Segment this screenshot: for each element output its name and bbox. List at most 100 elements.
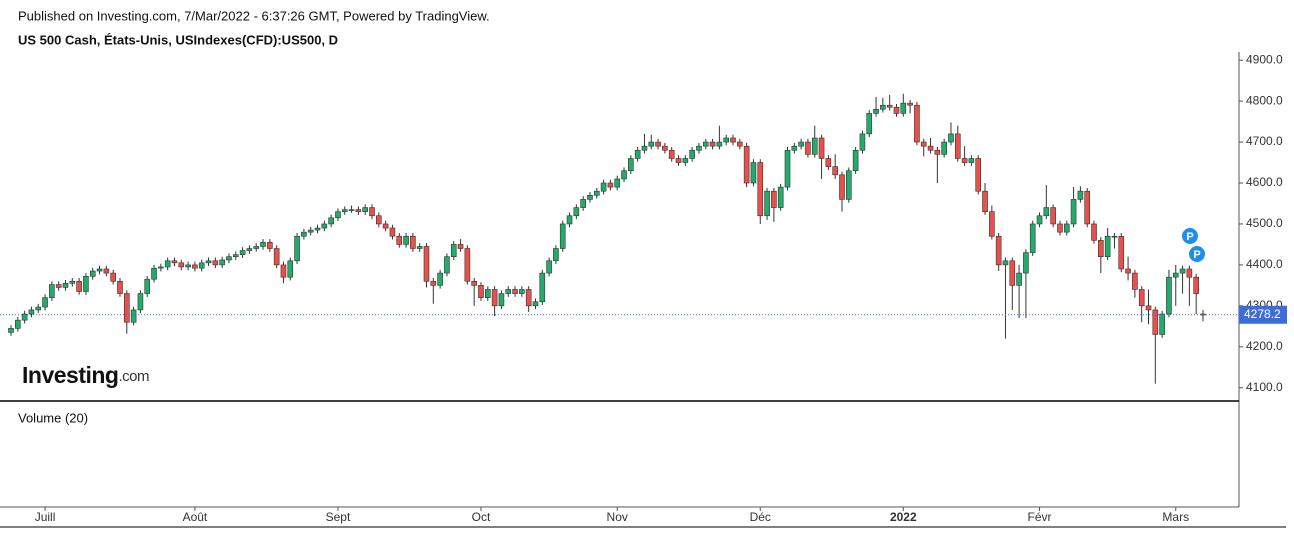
candle-body xyxy=(880,104,886,110)
candle-body xyxy=(927,145,934,151)
candle-body xyxy=(15,319,21,329)
annotation-marker xyxy=(1189,246,1205,262)
candle-body xyxy=(777,186,784,208)
candle-body xyxy=(512,289,518,294)
candle-body xyxy=(1043,207,1050,217)
candle-body xyxy=(900,102,907,114)
candle-body xyxy=(1084,190,1091,225)
candle-body xyxy=(396,235,403,245)
candle-body xyxy=(267,242,273,249)
candle-body xyxy=(982,190,988,212)
candle-body xyxy=(457,244,464,249)
candle-body xyxy=(689,149,695,159)
candle-body xyxy=(920,141,927,147)
x-tick-label: 2022 xyxy=(890,510,917,524)
candle-body xyxy=(954,133,961,159)
candle-body xyxy=(498,293,505,307)
candle-body xyxy=(696,145,702,151)
candle-body xyxy=(737,141,743,147)
candle-body xyxy=(8,328,14,333)
candle-body xyxy=(478,285,484,298)
y-tick-label: 4400.0 xyxy=(1246,257,1283,271)
candle-body xyxy=(355,209,362,212)
x-tick-label: Mars xyxy=(1162,510,1189,524)
candle-body xyxy=(69,280,76,284)
candle-body xyxy=(553,248,559,262)
candle-body xyxy=(1138,289,1145,307)
candle-body xyxy=(675,158,682,163)
candle-body xyxy=(852,149,859,172)
candle-body xyxy=(335,211,341,219)
candle-body xyxy=(1063,223,1070,233)
candle-body xyxy=(1104,235,1111,258)
candle-body xyxy=(1009,260,1016,286)
candle-body xyxy=(49,284,55,298)
x-tick-label: Févr xyxy=(1028,510,1052,524)
candle-body xyxy=(941,141,947,155)
candle-body xyxy=(914,104,920,143)
candle-body xyxy=(634,149,641,159)
candle-body xyxy=(294,235,300,262)
candle-body xyxy=(505,289,512,294)
candle-body xyxy=(811,137,818,155)
candle-body xyxy=(607,182,614,188)
candle-body xyxy=(989,211,995,237)
candle-body xyxy=(614,178,621,188)
candle-body xyxy=(301,231,307,237)
candle-body xyxy=(628,158,634,172)
candle-body xyxy=(35,306,42,311)
candle-body xyxy=(76,280,82,292)
candle-body xyxy=(246,248,253,251)
candle-body xyxy=(205,260,212,264)
candle-body xyxy=(117,280,123,294)
candle-body xyxy=(273,248,280,266)
candle-body xyxy=(430,280,437,286)
candle-body xyxy=(1029,223,1036,253)
candle-body xyxy=(655,141,661,147)
candle-body xyxy=(232,254,239,258)
candle-body xyxy=(1057,223,1063,233)
candle-body xyxy=(1111,235,1118,238)
candle-body xyxy=(212,260,219,266)
candle-body xyxy=(1132,272,1138,290)
candle-body xyxy=(709,141,716,147)
candle-body xyxy=(723,137,730,143)
candle-body xyxy=(450,244,457,258)
candle-body xyxy=(239,250,246,255)
candle-body xyxy=(818,137,825,159)
candle-body xyxy=(307,229,314,233)
candle-body xyxy=(348,209,355,211)
candle-body xyxy=(287,260,294,278)
candle-body xyxy=(1118,235,1125,270)
candle-body xyxy=(369,207,375,217)
candle-body xyxy=(382,223,389,229)
x-tick-label: Oct xyxy=(472,510,491,524)
annotation-marker xyxy=(1182,228,1198,244)
candle-body xyxy=(995,235,1002,266)
candle-body xyxy=(253,246,260,249)
candle-body xyxy=(587,194,593,200)
candle-body xyxy=(832,166,838,176)
candle-body xyxy=(42,297,48,308)
candle-body xyxy=(158,266,164,269)
candle-body xyxy=(1166,276,1172,315)
candle-body xyxy=(1023,252,1029,274)
candle-body xyxy=(648,141,655,147)
candle-body xyxy=(260,242,266,247)
y-tick-label: 4800.0 xyxy=(1246,93,1283,107)
candle-body xyxy=(1091,223,1097,241)
candle-body xyxy=(525,289,532,307)
candle-body xyxy=(416,246,423,249)
candle-body xyxy=(641,145,648,151)
candle-body xyxy=(1193,276,1199,294)
candle-body xyxy=(62,283,69,288)
candle-body xyxy=(410,235,416,249)
candle-body xyxy=(151,267,157,280)
candle-body xyxy=(1145,305,1152,311)
candle-body xyxy=(198,262,205,269)
candle-body xyxy=(886,104,893,108)
y-tick-label: 4500.0 xyxy=(1246,216,1283,230)
last-price-label: 4278.2 xyxy=(1244,307,1281,321)
candle-body xyxy=(600,182,607,192)
